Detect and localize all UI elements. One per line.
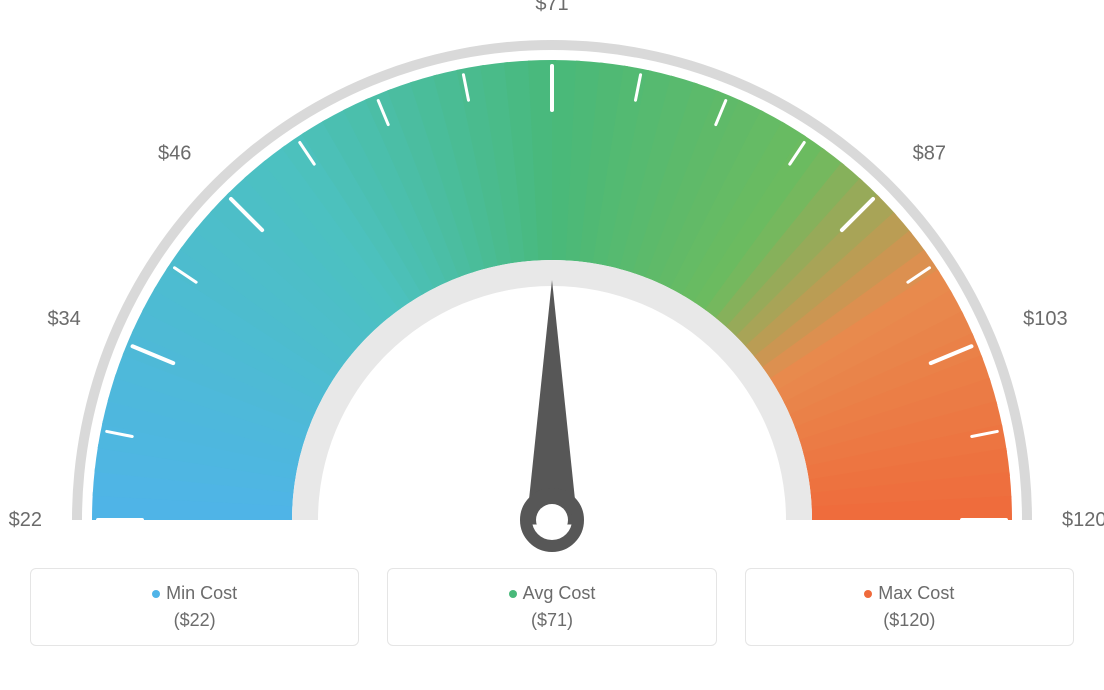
legend-card-max: Max Cost ($120) [745, 568, 1074, 646]
legend-card-min: Min Cost ($22) [30, 568, 359, 646]
legend-value-min: ($22) [31, 610, 358, 631]
legend-row: Min Cost ($22) Avg Cost ($71) Max Cost (… [0, 568, 1104, 646]
legend-dot-min [152, 590, 160, 598]
svg-text:$46: $46 [158, 142, 191, 164]
svg-text:$103: $103 [1023, 308, 1068, 330]
legend-dot-max [864, 590, 872, 598]
svg-text:$87: $87 [913, 142, 946, 164]
legend-value-max: ($120) [746, 610, 1073, 631]
svg-text:$34: $34 [47, 308, 80, 330]
svg-text:$120: $120 [1062, 509, 1104, 531]
legend-label-max: Max Cost [878, 583, 954, 604]
legend-label-min: Min Cost [166, 583, 237, 604]
legend-label-avg: Avg Cost [523, 583, 596, 604]
legend-dot-avg [509, 590, 517, 598]
svg-text:$22: $22 [9, 509, 42, 531]
legend-card-avg: Avg Cost ($71) [387, 568, 716, 646]
legend-value-avg: ($71) [388, 610, 715, 631]
legend-title-avg: Avg Cost [388, 583, 715, 604]
legend-title-max: Max Cost [746, 583, 1073, 604]
legend-title-min: Min Cost [31, 583, 358, 604]
gauge-svg: $22 $34 $46 $71 $87 $103 $120 [0, 0, 1104, 560]
svg-text:$71: $71 [535, 0, 568, 15]
gauge-chart: $22 $34 $46 $71 $87 $103 $120 [0, 0, 1104, 560]
